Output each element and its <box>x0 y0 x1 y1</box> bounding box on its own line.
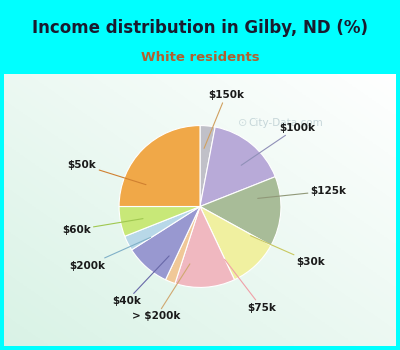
Wedge shape <box>119 206 200 236</box>
Wedge shape <box>119 126 200 206</box>
Wedge shape <box>200 126 215 206</box>
Wedge shape <box>200 177 281 245</box>
Wedge shape <box>132 206 200 280</box>
Text: $75k: $75k <box>225 259 276 313</box>
Wedge shape <box>200 206 271 280</box>
Wedge shape <box>175 206 234 287</box>
Text: City-Data.com: City-Data.com <box>249 118 324 128</box>
Text: Income distribution in Gilby, ND (%): Income distribution in Gilby, ND (%) <box>32 19 368 37</box>
Text: $50k: $50k <box>68 160 146 185</box>
Text: $60k: $60k <box>62 219 143 235</box>
Text: $40k: $40k <box>112 256 169 306</box>
Text: $100k: $100k <box>241 122 315 165</box>
Text: $30k: $30k <box>250 236 326 267</box>
Wedge shape <box>200 127 275 206</box>
Text: $125k: $125k <box>258 186 347 198</box>
Wedge shape <box>125 206 200 250</box>
Text: $150k: $150k <box>204 90 244 148</box>
Text: $200k: $200k <box>69 237 150 271</box>
Text: White residents: White residents <box>141 51 259 64</box>
Text: > $200k: > $200k <box>132 264 190 322</box>
Wedge shape <box>166 206 200 284</box>
Text: ⊙: ⊙ <box>238 118 248 128</box>
